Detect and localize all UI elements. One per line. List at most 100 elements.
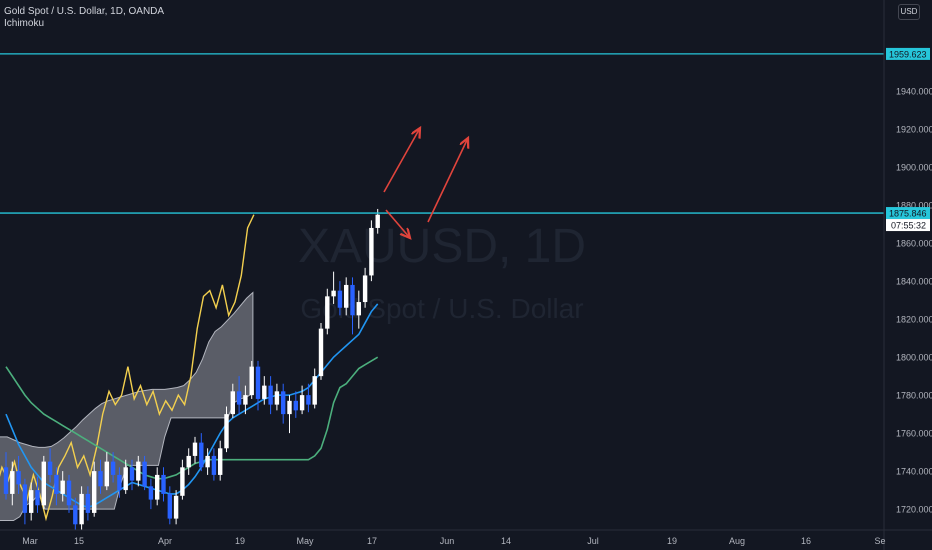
- candle-body: [173, 495, 179, 519]
- candle-body: [331, 290, 336, 297]
- level-price-label: 1875.846: [889, 209, 927, 219]
- plot-area: XAUUSD, 1D Gold Spot / U.S. Dollar: [0, 53, 884, 530]
- candle-body: [104, 461, 109, 487]
- candle-body: [362, 275, 368, 303]
- countdown-label: 07:55:32: [891, 221, 926, 231]
- watermark-symbol: XAUUSD, 1D: [298, 220, 586, 273]
- candle-body: [337, 290, 343, 308]
- time-tick-label: 15: [74, 536, 84, 546]
- candle-body: [344, 284, 349, 308]
- time-tick-label: Jul: [587, 536, 599, 546]
- candle-body: [54, 474, 59, 494]
- candle-body: [98, 471, 103, 487]
- chikou-span: [0, 214, 255, 522]
- candle-body: [293, 400, 298, 411]
- candle-body: [66, 480, 72, 506]
- candle-body: [230, 391, 235, 415]
- level-price-label: 1959.623: [889, 49, 927, 59]
- candle-body: [350, 284, 355, 316]
- candle-body: [205, 455, 210, 468]
- candle-body: [16, 471, 21, 485]
- price-tick-label: 1720.000: [896, 505, 932, 515]
- candle-body: [281, 391, 286, 415]
- price-tick-label: 1920.000: [896, 125, 932, 135]
- candle-body: [148, 486, 154, 500]
- candle-body: [274, 391, 280, 405]
- kijun-line: [5, 356, 379, 480]
- candle-body: [325, 296, 330, 329]
- currency-button[interactable]: USD: [898, 4, 920, 20]
- time-tick-label: May: [296, 536, 314, 546]
- price-tick-label: 1760.000: [896, 429, 932, 439]
- time-tick-label: Se: [874, 536, 885, 546]
- countdown-badge: [886, 219, 930, 232]
- candle-body: [268, 385, 273, 405]
- price-tick-label: 1780.000: [896, 391, 932, 401]
- candle-body: [41, 461, 46, 506]
- time-tick-label: Jun: [440, 536, 455, 546]
- candle-body: [167, 493, 172, 519]
- candle-body: [287, 400, 292, 415]
- candle-body: [60, 480, 65, 494]
- candle-body: [110, 461, 116, 475]
- price-tick-label: 1800.000: [896, 353, 932, 363]
- candle-body: [211, 455, 217, 475]
- time-tick-label: Mar: [22, 536, 38, 546]
- candle-body: [35, 490, 40, 506]
- candle-body: [3, 467, 9, 494]
- level-price-badge-2: [886, 207, 930, 220]
- candle-body: [249, 366, 254, 396]
- time-tick-label: 19: [667, 536, 677, 546]
- chart-legend: Gold Spot / U.S. Dollar, 1D, OANDA Ichim…: [4, 6, 164, 30]
- annotation-arrow-1: [383, 128, 420, 193]
- candle-body: [123, 467, 128, 491]
- price-tick-label: 1740.000: [896, 467, 932, 477]
- candle-body: [22, 484, 28, 513]
- time-tick-label: 19: [235, 536, 245, 546]
- annotation-arrow-3: [385, 209, 410, 238]
- candle-body: [29, 490, 34, 513]
- candle-body: [117, 474, 122, 491]
- candle-body: [224, 414, 229, 449]
- candle-body: [318, 328, 324, 377]
- candle-body: [199, 442, 204, 468]
- symbol-title: Gold Spot / U.S. Dollar, 1D, OANDA: [4, 6, 165, 17]
- time-tick-label: 17: [367, 536, 377, 546]
- candle-body: [262, 385, 267, 399]
- time-tick-label: Aug: [729, 536, 745, 546]
- candle-body: [375, 214, 380, 228]
- candle-body: [312, 376, 317, 405]
- candle-body: [136, 461, 141, 481]
- candle-body: [186, 455, 191, 468]
- price-tick-label: 1820.000: [896, 315, 932, 325]
- candle-body: [161, 474, 166, 494]
- annotation-arrow-2: [427, 138, 468, 223]
- candle-body: [236, 391, 242, 405]
- price-tick-label: 1900.000: [896, 163, 932, 173]
- price-tick-label: 1840.000: [896, 277, 932, 287]
- candle-body: [85, 493, 91, 513]
- price-tick-label: 1940.000: [896, 87, 932, 97]
- time-tick-label: 16: [801, 536, 811, 546]
- candle-body: [155, 474, 160, 500]
- candle-body: [306, 395, 311, 405]
- candle-body: [129, 467, 135, 481]
- level-price-badge-1: [886, 47, 930, 60]
- indicator-label[interactable]: Ichimoku: [4, 18, 45, 29]
- price-tick-label: 1880.000: [896, 201, 932, 211]
- candle-body: [180, 467, 185, 496]
- candle-body: [192, 442, 198, 456]
- candle-body: [218, 448, 223, 475]
- candle-body: [243, 395, 248, 405]
- price-tick-label: 1860.000: [896, 239, 932, 249]
- candle-body: [92, 471, 97, 513]
- candle-body: [255, 366, 261, 399]
- time-tick-label: 14: [501, 536, 511, 546]
- candle-body: [79, 493, 84, 525]
- candle-body: [299, 395, 305, 411]
- candle-body: [356, 302, 361, 316]
- candle-body: [47, 461, 53, 475]
- time-tick-label: Apr: [158, 536, 172, 546]
- candle-body: [369, 227, 374, 276]
